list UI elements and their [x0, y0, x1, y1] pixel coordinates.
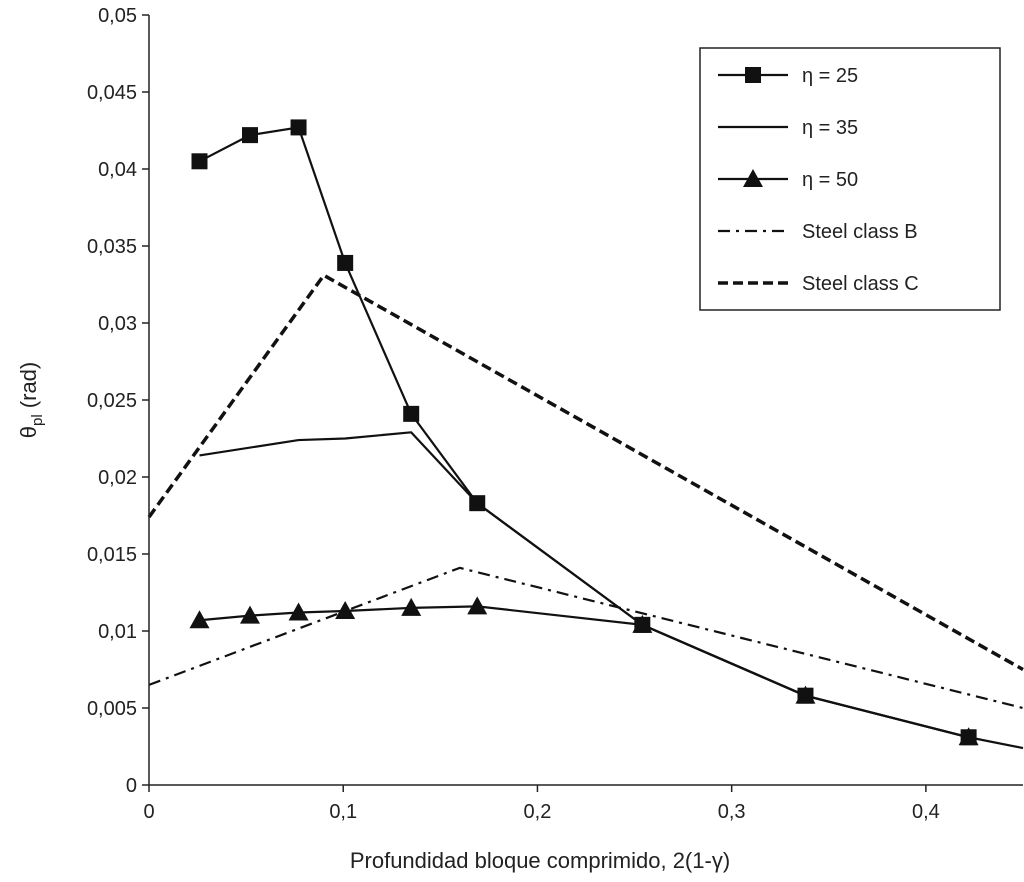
triangle-marker [632, 614, 653, 633]
square-marker [337, 254, 354, 271]
legend: η = 25 η = 35 η = 50 Steel class B Steel cla… [699, 47, 1001, 311]
triangle-marker [795, 685, 816, 704]
series-line [147, 273, 1024, 672]
y-tick-label: 0,05 [98, 5, 137, 27]
axes: 0 0,005 0,01 0,015 0,02 0,025 0,03 0,035 0,04 0,0… [87, 5, 1023, 823]
legend-entry: η = 25 [802, 65, 858, 87]
series-line [199, 605, 969, 739]
triangle-marker [288, 602, 309, 621]
legend-entry: Steel class B [802, 221, 918, 243]
x-tick-label: 0 [143, 801, 154, 823]
square-marker [290, 119, 307, 136]
y-tick-label: 0,03 [98, 313, 137, 335]
square-marker [745, 67, 761, 83]
y-tick-label: 0,045 [87, 82, 137, 104]
square-marker [403, 405, 420, 422]
x-axis-label: Profundidad bloque comprimido, 2(1-γ) [350, 848, 730, 873]
legend-entry: Steel class C [802, 273, 919, 295]
series-line [199, 431, 1024, 750]
x-tick-label: 0,2 [524, 801, 552, 823]
y-tick-label: 0,005 [87, 698, 137, 720]
y-tick-label: 0 [126, 775, 137, 797]
square-marker [241, 127, 258, 144]
y-tick-label: 0,01 [98, 621, 137, 643]
legend-entry: η = 35 [802, 117, 858, 139]
square-marker [191, 153, 208, 170]
triangle-marker [239, 605, 260, 624]
y-tick-label: 0,02 [98, 467, 137, 489]
y-tick-label: 0,04 [98, 159, 137, 181]
triangle-marker [467, 596, 488, 615]
triangle-marker [958, 727, 979, 746]
y-tick-label: 0,035 [87, 236, 137, 258]
series-line [148, 566, 1024, 710]
legend-entry: η = 50 [802, 169, 858, 191]
plot-area [147, 119, 1024, 750]
y-tick-label: 0,025 [87, 390, 137, 412]
x-tick-label: 0,3 [718, 801, 746, 823]
x-tick-label: 0,1 [329, 801, 357, 823]
triangle-marker [401, 597, 422, 616]
triangle-marker [189, 610, 210, 629]
y-tick-label: 0,015 [87, 544, 137, 566]
triangle-marker [743, 169, 763, 187]
y-axis-label: θpl (rad) [16, 362, 46, 439]
x-tick-label: 0,4 [912, 801, 940, 823]
